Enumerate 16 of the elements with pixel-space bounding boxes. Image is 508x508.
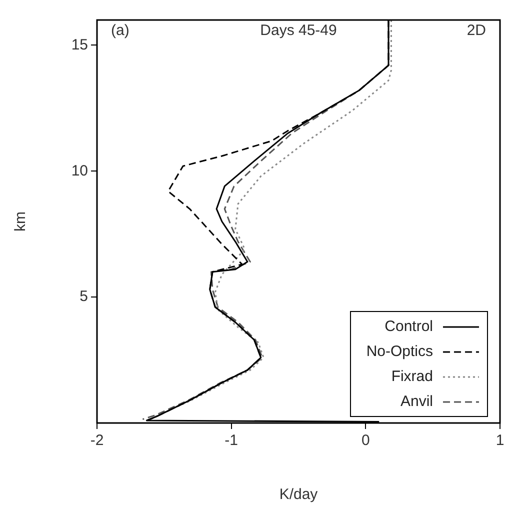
y-axis-title: km	[12, 212, 30, 232]
annotation: (a)	[111, 22, 130, 39]
legend-label: Anvil	[399, 393, 433, 410]
x-tick-label: -2	[90, 432, 104, 450]
annotation: Days 45-49	[260, 22, 337, 39]
legend-label: Fixrad	[390, 368, 433, 385]
x-tick-label: -1	[224, 432, 238, 450]
annotation: 2D	[466, 22, 486, 39]
y-tick-label: 10	[71, 162, 88, 180]
y-tick-label: 5	[80, 288, 88, 306]
x-tick-label: 1	[496, 432, 504, 450]
x-tick-label: 0	[361, 432, 370, 450]
legend-label: No-Optics	[365, 343, 433, 360]
x-axis-title: K/day	[279, 486, 318, 504]
legend-label: Control	[384, 318, 433, 335]
y-tick-label: 15	[71, 36, 88, 54]
